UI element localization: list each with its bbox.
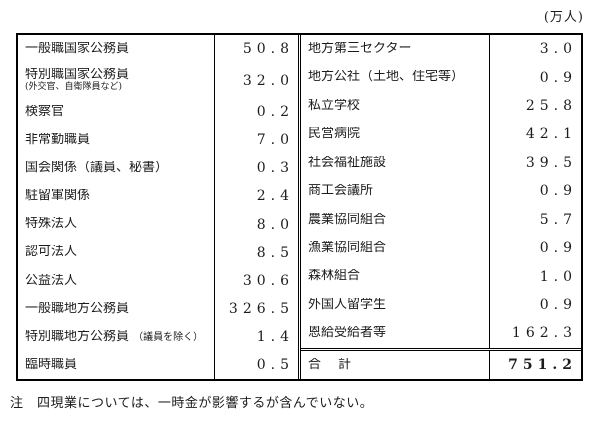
- row-value: 7.0: [214, 126, 298, 155]
- row-label: 民営病院: [308, 127, 361, 142]
- row-label-main: 特別職地方公務員: [25, 329, 130, 344]
- table-right-half: 地方第三セクター 3.0 地方公社（土地、住宅等） 0.9 私立学校 25.8 …: [301, 35, 581, 380]
- table-row: 公益法人 30.6: [18, 266, 298, 295]
- row-label: 一般職地方公務員: [25, 301, 130, 316]
- row-label: 非常勤職員: [25, 133, 91, 148]
- table-row: 地方第三セクター 3.0: [301, 35, 581, 64]
- row-label: 公益法人: [25, 273, 78, 288]
- table-row: 私立学校 25.8: [301, 91, 581, 121]
- table-row: 恩給受給者等 162.3: [301, 319, 581, 348]
- table-left-half: 一般職国家公務員 50.8 特別職国家公務員 (外交官、自衛隊員など) 32.0…: [18, 35, 298, 379]
- footnote: 注 四現業については、一時金が影響するが含んでいない。: [10, 396, 374, 411]
- total-row: 合 計 751.2: [301, 347, 581, 380]
- row-label: 特別職地方公務員 （議員を除く）: [18, 330, 214, 344]
- row-value: 3.0: [489, 35, 581, 64]
- row-label: 農業協同組合: [308, 212, 387, 227]
- table-row: 一般職地方公務員 326.5: [18, 294, 298, 323]
- table-row: 認可法人 8.5: [18, 238, 298, 267]
- table-row: 非常勤職員 7.0: [18, 126, 298, 155]
- row-label: 森林組合: [308, 269, 361, 284]
- table-row: 特別職国家公務員 (外交官、自衛隊員など) 32.0: [18, 63, 298, 99]
- row-value: 0.2: [214, 98, 298, 127]
- table-row: 森林組合 1.0: [301, 262, 581, 291]
- row-label: 検察官: [25, 105, 65, 120]
- row-label: 社会福祉施設: [308, 155, 387, 170]
- table-row: 国会関係（議員、秘書） 0.3: [18, 154, 298, 183]
- table-row: 検察官 0.2: [18, 98, 298, 127]
- row-value: 30.6: [214, 266, 298, 295]
- row-label-note: （議員を除く）: [133, 331, 204, 343]
- row-value: 1.4: [214, 322, 298, 351]
- row-value: 0.9: [489, 177, 581, 206]
- employment-table: 一般職国家公務員 50.8 特別職国家公務員 (外交官、自衛隊員など) 32.0…: [16, 33, 583, 381]
- table-row: 商工会議所 0.9: [301, 177, 581, 206]
- row-value: 8.5: [214, 238, 298, 267]
- row-value: 0.9: [489, 290, 581, 320]
- table-row: 地方公社（土地、住宅等） 0.9: [301, 63, 581, 92]
- row-value: 162.3: [489, 319, 581, 348]
- row-value: 5.7: [489, 205, 581, 234]
- row-value: 8.0: [214, 210, 298, 239]
- row-label: 駐留軍関係: [25, 189, 91, 204]
- row-value: 1.0: [489, 262, 581, 291]
- row-label: 外国人留学生: [308, 297, 387, 312]
- row-value: 0.9: [489, 63, 581, 92]
- row-value: 39.5: [489, 148, 581, 178]
- table-row: 特別職地方公務員 （議員を除く） 1.4: [18, 322, 298, 351]
- total-label: 合 計: [308, 357, 354, 372]
- table-row: 外国人留学生 0.9: [301, 290, 581, 320]
- row-label: 臨時職員: [25, 357, 78, 372]
- row-value: 25.8: [489, 91, 581, 121]
- row-label-note: (外交官、自衛隊員など): [25, 82, 123, 93]
- row-label: 認可法人: [25, 245, 78, 260]
- row-label: 一般職国家公務員: [25, 41, 130, 56]
- row-label: 特殊法人: [25, 217, 78, 232]
- row-label: 恩給受給者等: [308, 326, 387, 341]
- table-row: 民営病院 42.1: [301, 120, 581, 149]
- row-label: 特別職国家公務員 (外交官、自衛隊員など): [18, 68, 214, 93]
- row-value: 2.4: [214, 182, 298, 211]
- table-row: 一般職国家公務員 50.8: [18, 35, 298, 64]
- table-row: 駐留軍関係 2.4: [18, 182, 298, 211]
- row-value: 326.5: [214, 294, 298, 323]
- row-value: 0.5: [214, 350, 298, 379]
- row-value: 0.9: [489, 233, 581, 263]
- table-row: 社会福祉施設 39.5: [301, 148, 581, 178]
- row-label: 商工会議所: [308, 184, 374, 199]
- row-label: 地方公社（土地、住宅等）: [308, 70, 465, 85]
- row-label: 地方第三セクター: [308, 42, 412, 57]
- table-row: 漁業協同組合 0.9: [301, 233, 581, 263]
- row-label-main: 特別職国家公務員: [25, 68, 130, 83]
- row-label: 私立学校: [308, 98, 361, 113]
- unit-label: (万人): [543, 10, 584, 25]
- table-row: 特殊法人 8.0: [18, 210, 298, 239]
- row-value: 32.0: [214, 63, 298, 99]
- table-row: 農業協同組合 5.7: [301, 205, 581, 234]
- total-value: 751.2: [489, 350, 581, 380]
- table-row: 臨時職員 0.5: [18, 350, 298, 379]
- row-label: 国会関係（議員、秘書）: [25, 161, 169, 176]
- row-value: 50.8: [214, 35, 298, 64]
- table-center-divider: [298, 35, 301, 379]
- row-value: 42.1: [489, 120, 581, 149]
- row-value: 0.3: [214, 154, 298, 183]
- row-label: 漁業協同組合: [308, 241, 387, 256]
